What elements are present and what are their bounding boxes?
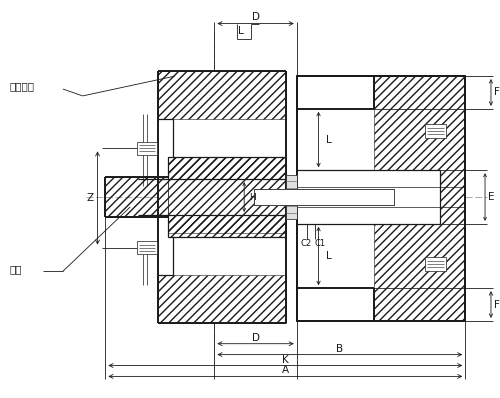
Text: 垫板: 垫板 (10, 264, 22, 274)
Bar (168, 157, 286, 233)
Bar (286, 175, 296, 219)
Bar (296, 76, 465, 321)
Text: Z: Z (86, 193, 93, 203)
Text: D: D (252, 333, 260, 343)
Text: L: L (326, 251, 332, 261)
Bar (168, 215, 286, 237)
Text: L: L (238, 25, 244, 35)
Bar (106, 177, 168, 217)
Text: D: D (252, 12, 260, 21)
Text: A: A (282, 365, 289, 375)
Bar (424, 124, 446, 138)
Bar (137, 241, 157, 254)
Text: K: K (282, 355, 288, 365)
Bar (137, 142, 157, 155)
Bar (158, 275, 286, 323)
Bar (440, 170, 465, 224)
Text: C2: C2 (300, 239, 311, 248)
Bar (424, 258, 446, 271)
Text: F: F (494, 300, 500, 310)
Text: B: B (336, 343, 344, 354)
Bar (374, 224, 465, 288)
Text: L: L (326, 135, 332, 144)
Bar (374, 76, 465, 109)
Bar (254, 189, 394, 205)
Bar (158, 71, 286, 323)
Bar (168, 157, 286, 179)
Text: H: H (249, 193, 256, 201)
Bar (158, 71, 286, 119)
Bar (374, 109, 465, 170)
Text: 中间隔板: 中间隔板 (10, 81, 34, 91)
Bar (254, 189, 394, 205)
Text: F: F (494, 88, 500, 98)
Bar (374, 288, 465, 321)
Text: C1: C1 (315, 239, 326, 248)
Text: E: E (488, 192, 494, 202)
